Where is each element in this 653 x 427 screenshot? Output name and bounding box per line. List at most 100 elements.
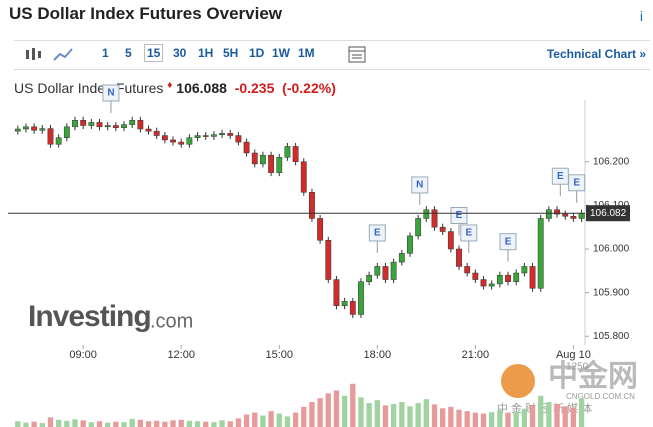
volume-bar	[113, 421, 119, 427]
candle-body	[570, 216, 577, 219]
volume-bar	[105, 422, 111, 427]
candle-body	[292, 146, 299, 162]
watermark-icon	[501, 364, 535, 398]
last-price: 106.088	[176, 80, 227, 96]
interval-button[interactable]: 5	[125, 46, 132, 60]
volume-bar	[162, 421, 168, 427]
candle-body	[521, 266, 528, 274]
candle-body	[431, 209, 438, 228]
volume-bar	[374, 400, 380, 427]
volume-bar	[505, 412, 511, 427]
candle-body	[112, 125, 119, 128]
volume-bar	[464, 411, 470, 427]
candle-body	[210, 134, 217, 137]
change: -0.235	[234, 80, 275, 96]
volume-bar	[341, 395, 348, 427]
candle-body	[104, 125, 111, 128]
candle-body	[186, 137, 193, 145]
candle-icon[interactable]	[22, 44, 44, 66]
volume-bar	[186, 420, 193, 427]
volume-bar	[203, 421, 209, 427]
volume-bar	[480, 413, 487, 427]
volume-bar	[350, 383, 356, 427]
line-icon[interactable]	[52, 44, 74, 66]
interval-button[interactable]: 1	[102, 46, 109, 60]
volume-bar	[407, 406, 413, 427]
candle-body	[39, 128, 46, 131]
volume-bar	[472, 412, 479, 427]
event-marker	[368, 224, 386, 242]
volume-bar	[390, 403, 397, 427]
volume-bar	[366, 403, 372, 427]
volume-bar	[448, 406, 454, 427]
candle-body	[341, 301, 348, 306]
volume-bar	[513, 411, 519, 427]
x-tick-label: 18:00	[364, 349, 392, 361]
candle-body	[472, 272, 479, 280]
watermark: 中金网	[548, 359, 638, 393]
info-button[interactable]: i	[639, 8, 643, 24]
interval-button[interactable]: 1M	[298, 46, 315, 60]
candle-body	[554, 209, 560, 215]
candle-body	[96, 122, 103, 128]
candle-body	[137, 120, 144, 130]
candle-body	[55, 137, 62, 145]
volume-bar	[178, 419, 184, 427]
volume-bar	[562, 406, 568, 427]
candle-body	[121, 124, 127, 128]
candle-body	[284, 146, 291, 158]
interval-button[interactable]: 15	[144, 44, 164, 62]
candle-body	[439, 226, 446, 232]
candle-body	[300, 161, 307, 193]
volume-bar	[23, 422, 29, 427]
candle-body	[161, 135, 168, 141]
table-icon[interactable]	[346, 44, 368, 66]
instrument-name: US Dollar Index Futures	[14, 80, 164, 96]
volume-bar	[129, 418, 135, 427]
volume-bar	[260, 415, 266, 427]
interval-button[interactable]: 30	[173, 46, 187, 60]
event-label: E	[465, 228, 472, 239]
event-label: N	[107, 88, 114, 99]
event-marker	[499, 233, 517, 251]
volume-bar	[145, 421, 152, 427]
interval-button[interactable]: 1W	[272, 46, 290, 60]
candle-body	[374, 266, 381, 276]
candle-body	[88, 122, 95, 126]
candle-body	[398, 253, 405, 263]
event-marker	[411, 176, 429, 194]
volume-bar	[137, 419, 144, 427]
candle-body	[447, 231, 454, 250]
candle-body	[325, 240, 332, 280]
candle-body	[545, 209, 552, 219]
volume-bar	[415, 403, 421, 427]
interval-button[interactable]: 1H	[198, 46, 214, 60]
volume-bar	[440, 408, 446, 427]
candle-body	[235, 135, 242, 143]
page-title: US Dollar Index Futures Overview	[9, 4, 283, 23]
interval-button[interactable]: 1D	[249, 46, 265, 60]
candle-body	[333, 279, 340, 306]
volume-bar	[252, 412, 258, 427]
candle-body	[227, 133, 234, 136]
candle-body	[251, 152, 258, 165]
volume-bar	[497, 410, 503, 427]
candle-body	[243, 141, 250, 154]
candle-body	[488, 283, 495, 287]
x-tick-label: Aug 10	[556, 349, 591, 361]
volume-bar	[333, 390, 340, 427]
volume-bar	[96, 421, 103, 427]
price-badge-label: 106.082	[590, 208, 627, 219]
watermark-tagline: 中金财经新媒体	[497, 401, 595, 415]
volume-bar	[72, 419, 78, 427]
volume-bar	[31, 421, 37, 427]
candle-body	[505, 274, 511, 282]
technical-chart-link[interactable]: Technical Chart »	[546, 47, 646, 61]
interval-button[interactable]: 5H	[223, 46, 239, 60]
y-tick-label: 105.800	[593, 331, 630, 342]
candle-body	[309, 192, 315, 219]
candle-body	[63, 126, 70, 138]
candle-body	[14, 128, 21, 132]
volume-bar	[309, 402, 315, 427]
